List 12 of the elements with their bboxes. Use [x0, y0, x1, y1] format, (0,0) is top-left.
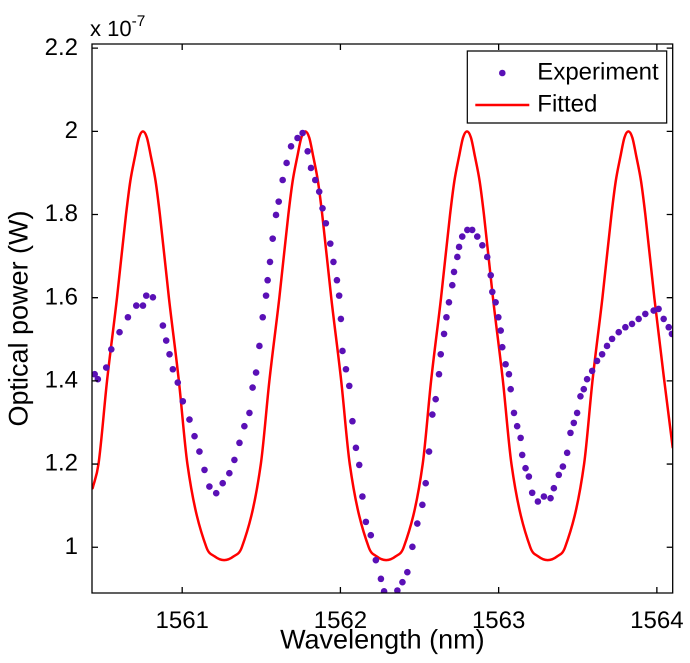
- y-tick-label: 1.8: [44, 200, 78, 228]
- y-tick-label: 1.6: [44, 283, 78, 310]
- y-tick-label: 1: [64, 532, 78, 560]
- legend-label: Fitted: [537, 90, 598, 118]
- x-tick-label: 1564: [630, 607, 684, 634]
- y-tick-label: 1.4: [44, 366, 78, 394]
- y-tick-label: 2: [64, 116, 78, 144]
- y-tick-label: 1.2: [44, 450, 78, 477]
- y-axis-title: Optical power (W): [4, 210, 34, 427]
- x-tick-label: 1561: [155, 607, 209, 634]
- y-tick-label: 2.2: [44, 34, 78, 61]
- legend-label: Experiment: [537, 58, 660, 86]
